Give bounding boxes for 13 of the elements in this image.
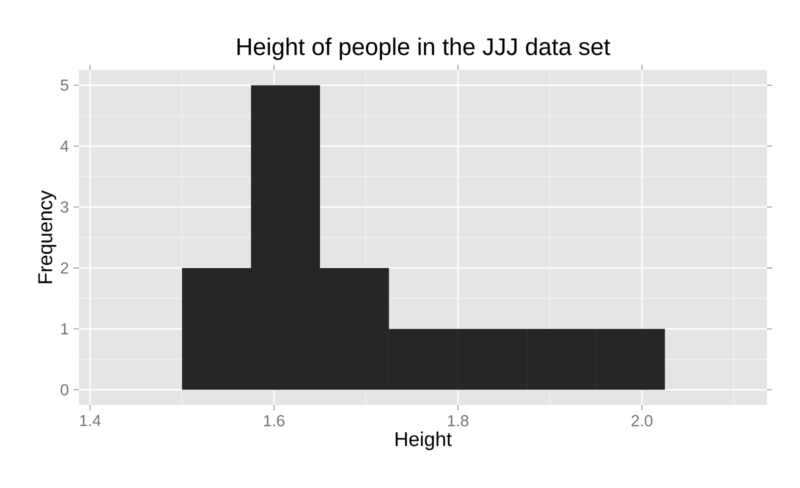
- x-axis-title: Height: [396, 432, 452, 450]
- x-tick-label: 1.8: [448, 415, 468, 426]
- y-tick-label: 5: [60, 80, 68, 91]
- y-tick-label: 2: [60, 262, 68, 274]
- y-tick-label: 4: [60, 140, 68, 152]
- y-tick-label: 3: [60, 201, 68, 213]
- x-tick-label: 1.4: [80, 415, 101, 426]
- y-axis-title: Frequency: [38, 190, 56, 284]
- y-tick-label: 0: [60, 384, 68, 396]
- y-tick-label: 1: [61, 323, 68, 334]
- x-tick-label: 2.0: [632, 415, 652, 426]
- chart-title: Height of people in the JJJ data set: [238, 38, 610, 60]
- x-tick-label: 1.6: [264, 415, 284, 426]
